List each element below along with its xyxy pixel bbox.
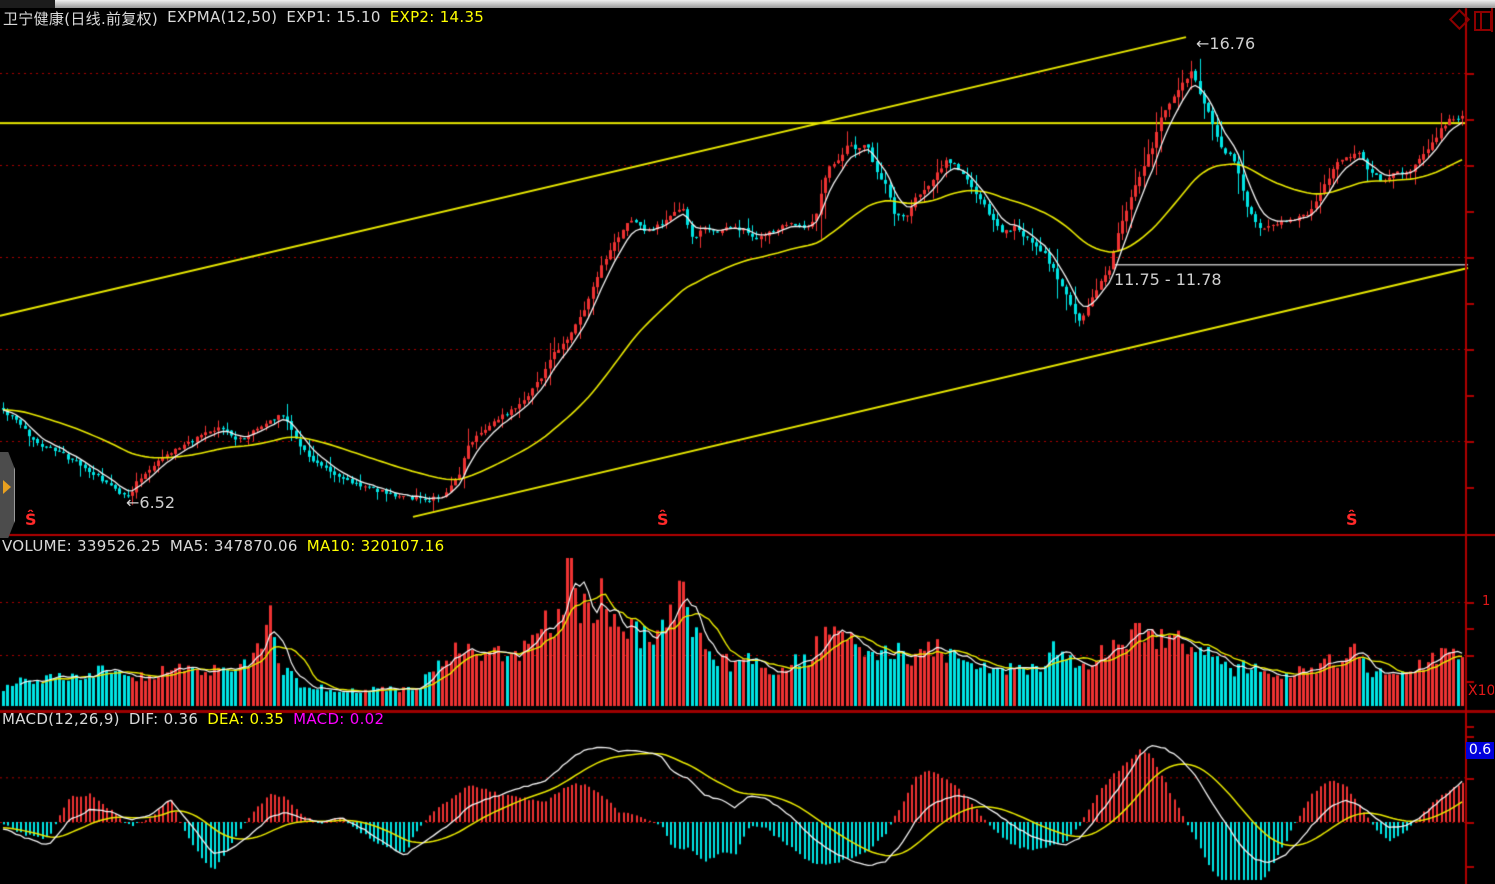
exp2-value: EXP2: 14.35 [389,8,485,26]
titlebar-divider [1491,8,1493,32]
volume-value: VOLUME: 339526.25 [2,537,161,555]
side-drawer-handle[interactable] [0,452,15,538]
macd-value: MACD: 0.02 [293,710,385,728]
volume-ma5-value: MA5: 347870.06 [169,537,298,555]
main-chart-header: 卫宁健康(日线.前复权) EXPMA(12,50) EXP1: 15.10 EX… [3,8,484,29]
exp1-value: EXP1: 15.10 [286,8,381,26]
stock-title: 卫宁健康(日线.前复权) [3,10,159,28]
macd-indicator-name: MACD(12,26,9) [2,710,120,728]
macd-dif-value: DIF: 0.36 [128,710,199,728]
macd-dea-value: DEA: 0.35 [207,710,285,728]
drawer-arrow-icon [3,480,11,494]
volume-axis-tick-label: 1 [1482,594,1491,609]
volume-ma10-value: MA10: 320107.16 [306,537,445,555]
macd-header: MACD(12,26,9) DIF: 0.36 DEA: 0.35 MACD: … [2,710,384,728]
titlebar-corner [0,0,55,8]
window-split-divider [1480,13,1482,29]
resistance-range-annotation: 11.75 - 11.78 [1114,270,1222,289]
dividend-marker[interactable]: Ŝ [657,510,669,529]
window-split-icon[interactable] [1474,11,1492,31]
volume-header: VOLUME: 339526.25 MA5: 347870.06 MA10: 3… [2,537,444,555]
window-titlebar[interactable] [0,0,1495,8]
peak-price-annotation: ←16.76 [1196,34,1256,53]
dividend-marker[interactable]: Ŝ [25,510,37,529]
dividend-marker[interactable]: Ŝ [1346,510,1358,529]
volume-multiplier-label: X10 [1468,683,1494,699]
low-price-annotation: ←6.52 [126,493,176,512]
macd-scale-label: 0.6 [1466,742,1494,759]
indicator-name: EXPMA(12,50) [167,8,278,26]
